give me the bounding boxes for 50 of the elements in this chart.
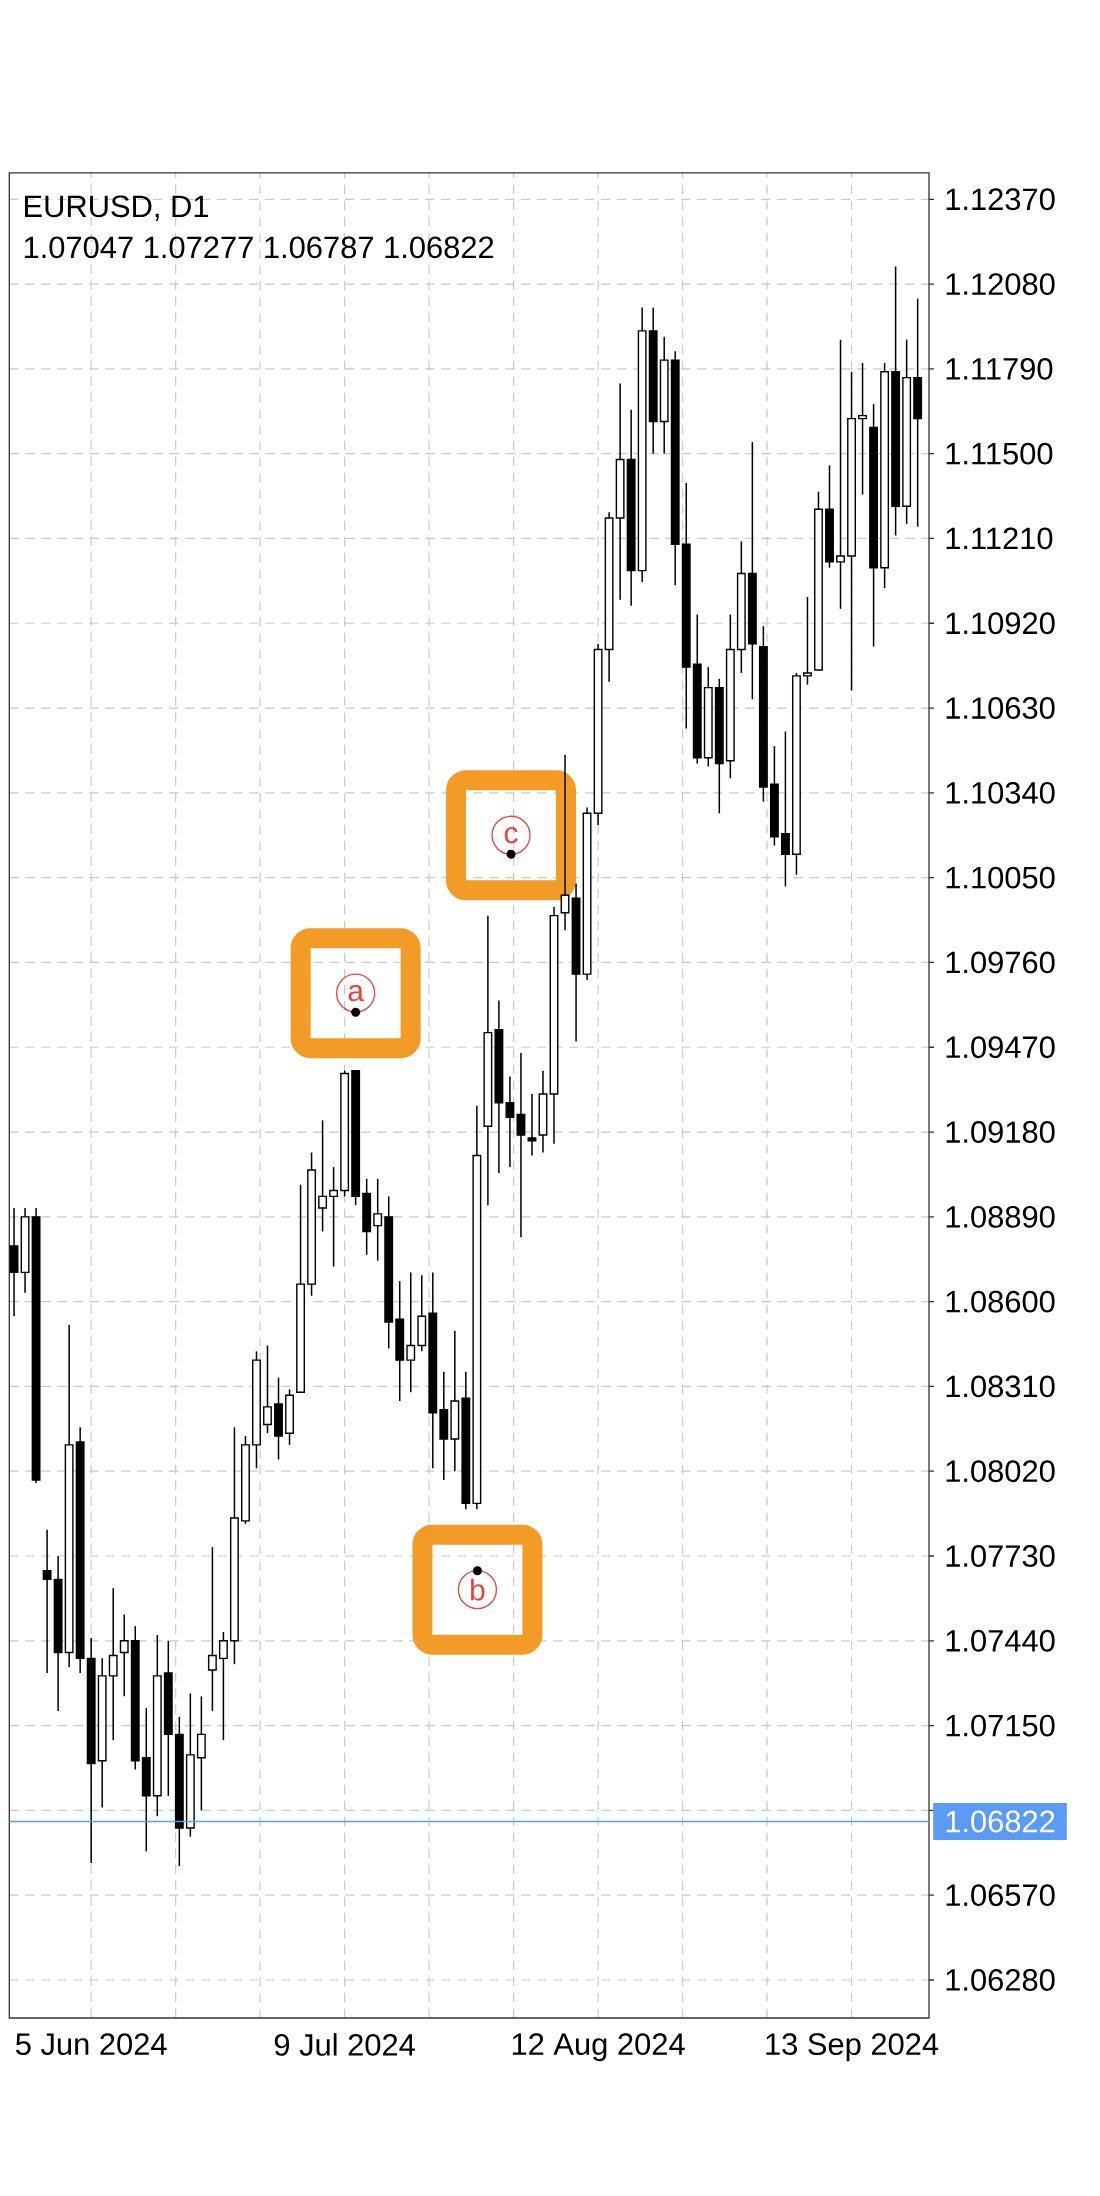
candlestick (196, 1695, 206, 1812)
y-tick-label: 1.09760 (946, 951, 1055, 974)
candlestick (780, 730, 790, 888)
x-tick-label: 13 Sep 2024 (766, 2033, 939, 2062)
y-tick-label: 1.08600 (946, 1290, 1055, 1313)
y-tick-label: 1.06280 (946, 1969, 1055, 1991)
candlestick (858, 362, 868, 496)
y-tick-label: 1.07440 (946, 1629, 1055, 1652)
y-tick-label: 1.10920 (946, 612, 1055, 635)
annotation: a (348, 984, 364, 1002)
candlestick (803, 596, 812, 686)
candlestick (108, 1587, 118, 1741)
annotation: b (471, 1578, 485, 1601)
candlestick (329, 1166, 339, 1268)
text: 1.07047 1.07277 1.06787 1.06822 (24, 236, 494, 259)
candlestick (119, 1613, 129, 1698)
x-tick-label: 12 Aug 2024 (512, 2033, 685, 2062)
y-tick-label: 1.10630 (946, 697, 1055, 719)
candlestick (218, 1631, 228, 1741)
y-tick-label: 1.08020 (946, 1460, 1055, 1483)
y-tick-label: 1.11500 (946, 442, 1053, 465)
x-tick-label: 5 Jun 2024 (15, 2033, 167, 2056)
y-tick-label: 1.07730 (946, 1545, 1055, 1567)
y-tick-label: 1.08310 (946, 1375, 1055, 1398)
candlestick (527, 1093, 537, 1157)
candlestick (560, 754, 570, 932)
candlestick (505, 1075, 515, 1168)
y-tick-label: 1.06570 (946, 1884, 1055, 1907)
y-tick-label: 1.07150 (946, 1714, 1055, 1737)
candlestick (263, 1344, 272, 1434)
candlestick (42, 1528, 52, 1674)
y-tick-label: 1.11210 (946, 527, 1053, 550)
candlestick (516, 1052, 526, 1239)
candlestick (373, 1178, 383, 1262)
y-tick-label: 1.10340 (946, 781, 1055, 804)
annotation: c (504, 827, 518, 844)
y-tick-label: 1.09180 (946, 1121, 1055, 1143)
ref-line-label: 1.06822 (946, 1810, 1055, 1833)
candlestick (406, 1271, 416, 1394)
candlestick (836, 338, 845, 610)
candlestick (318, 1119, 328, 1233)
y-tick-label: 1.08890 (946, 1205, 1055, 1228)
y-tick-label: 1.12080 (946, 273, 1055, 296)
y-tick-label: 1.12370 (946, 188, 1055, 211)
y-tick-label: 1.11790 (946, 357, 1053, 380)
y-tick-label: 1.09470 (946, 1036, 1055, 1059)
candlestick (207, 1546, 217, 1712)
text: EURUSD, D1 (25, 195, 208, 221)
y-tick-label: 1.10050 (946, 866, 1055, 889)
x-tick-label: 9 Jul 2024 (274, 2033, 415, 2056)
